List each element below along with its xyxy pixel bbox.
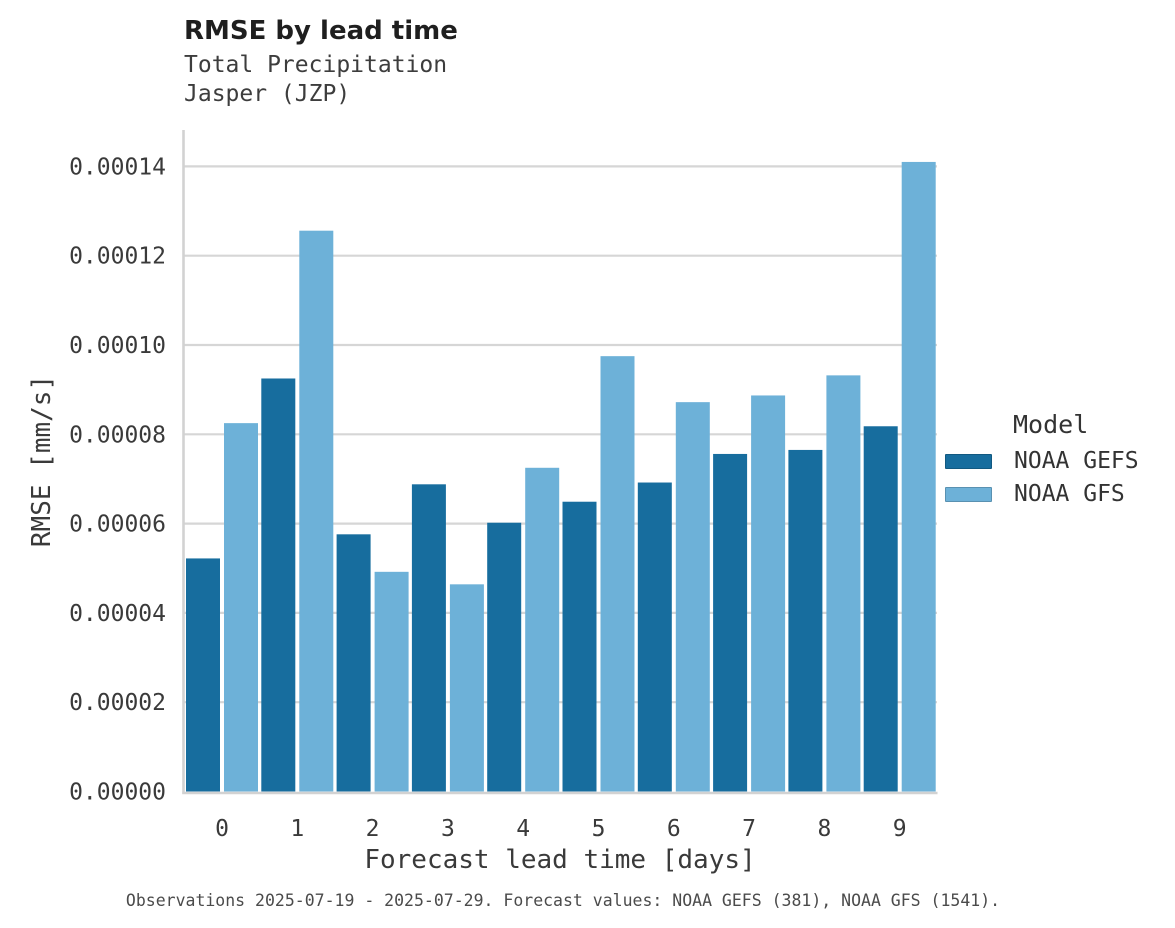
bar-noaa-gfs-day9: [901, 161, 936, 792]
chart-title: RMSE by lead time: [184, 16, 458, 46]
bar-noaa-gfs-day5: [600, 356, 635, 792]
chart-subtitle-variable: Total Precipitation: [184, 52, 448, 78]
x-tick-label: 4: [516, 816, 530, 842]
legend-label: NOAA GEFS: [1014, 448, 1139, 474]
bar-noaa-gfs-day3: [449, 584, 484, 792]
x-tick-label: 5: [592, 816, 606, 842]
bar-noaa-gefs-day7: [713, 453, 748, 792]
y-tick-label: 0.00008: [69, 422, 166, 448]
x-tick-label: 9: [893, 816, 907, 842]
y-tick-label: 0.00006: [69, 512, 166, 538]
y-axis-label: RMSE [mm/s]: [27, 374, 57, 548]
bar-noaa-gfs-day2: [374, 571, 409, 792]
bar-noaa-gefs-day3: [411, 484, 446, 792]
bar-noaa-gefs-day5: [562, 501, 597, 792]
bar-noaa-gefs-day9: [863, 426, 898, 792]
bar-noaa-gefs-day0: [186, 558, 220, 792]
bar-noaa-gfs-day0: [224, 423, 258, 792]
x-tick-label: 2: [366, 816, 380, 842]
bar-noaa-gefs-day4: [487, 522, 522, 792]
x-tick-label: 8: [817, 816, 831, 842]
bar-noaa-gfs-day8: [826, 375, 861, 792]
x-tick-label: 3: [441, 816, 455, 842]
legend-swatch-icon: [945, 486, 992, 502]
x-axis-label: Forecast lead time [days]: [364, 845, 756, 875]
bar-noaa-gefs-day6: [637, 482, 672, 792]
legend-item: NOAA GFS: [945, 481, 1175, 507]
bar-noaa-gfs-day7: [751, 395, 786, 792]
y-tick-label: 0.00014: [69, 154, 166, 180]
legend-swatch-icon: [945, 453, 992, 469]
bar-noaa-gefs-day8: [788, 449, 823, 792]
chart-subtitle-station: Jasper (JZP): [184, 81, 351, 107]
legend-label: NOAA GFS: [1014, 481, 1125, 507]
bar-noaa-gfs-day1: [299, 230, 334, 792]
x-tick-label: 6: [667, 816, 681, 842]
y-tick-label: 0.00004: [69, 601, 166, 627]
bar-noaa-gefs-day2: [336, 534, 371, 792]
x-tick-label: 1: [290, 816, 304, 842]
y-tick-label: 0.00012: [69, 244, 166, 270]
legend: Model NOAA GEFS NOAA GFS: [945, 410, 1175, 517]
x-tick-label: 0: [215, 816, 229, 842]
bar-noaa-gefs-day1: [261, 378, 296, 792]
bar-noaa-gfs-day4: [525, 467, 560, 792]
legend-item: NOAA GEFS: [945, 448, 1175, 474]
bar-noaa-gfs-day6: [675, 402, 710, 792]
x-tick-label: 7: [742, 816, 756, 842]
footnote: Observations 2025-07-19 - 2025-07-29. Fo…: [125, 891, 1001, 910]
y-tick-label: 0.00002: [69, 690, 166, 716]
y-tick-label: 0.00010: [69, 333, 166, 359]
y-tick-label: 0.00000: [69, 780, 166, 806]
legend-title: Model: [1013, 410, 1089, 439]
